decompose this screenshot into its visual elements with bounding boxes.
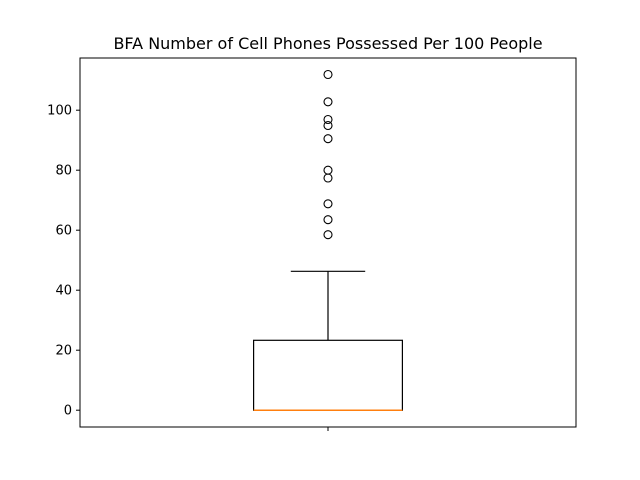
outlier-point — [323, 215, 333, 225]
axes-frame — [79, 57, 577, 428]
plot-area: 0 20 40 60 80 100 — [47, 57, 577, 431]
y-tick-label: 0 — [64, 404, 72, 419]
outlier-point — [323, 97, 333, 107]
outlier-point — [323, 114, 333, 125]
y-tick-label: 100 — [47, 104, 72, 119]
outlier-point — [323, 173, 333, 183]
outlier-point — [323, 69, 333, 80]
outlier-point — [323, 120, 333, 131]
y-tick-label: 80 — [55, 164, 72, 179]
chart-title: BFA Number of Cell Phones Possessed Per … — [113, 34, 542, 53]
y-tick-label: 20 — [55, 344, 72, 359]
y-tick-label: 60 — [55, 224, 72, 239]
outlier-point — [323, 199, 333, 209]
y-tick-label: 40 — [55, 284, 72, 299]
iqr-box — [253, 339, 404, 411]
outlier-point — [323, 165, 333, 175]
outlier-point — [323, 134, 333, 144]
outlier-point — [323, 230, 333, 240]
